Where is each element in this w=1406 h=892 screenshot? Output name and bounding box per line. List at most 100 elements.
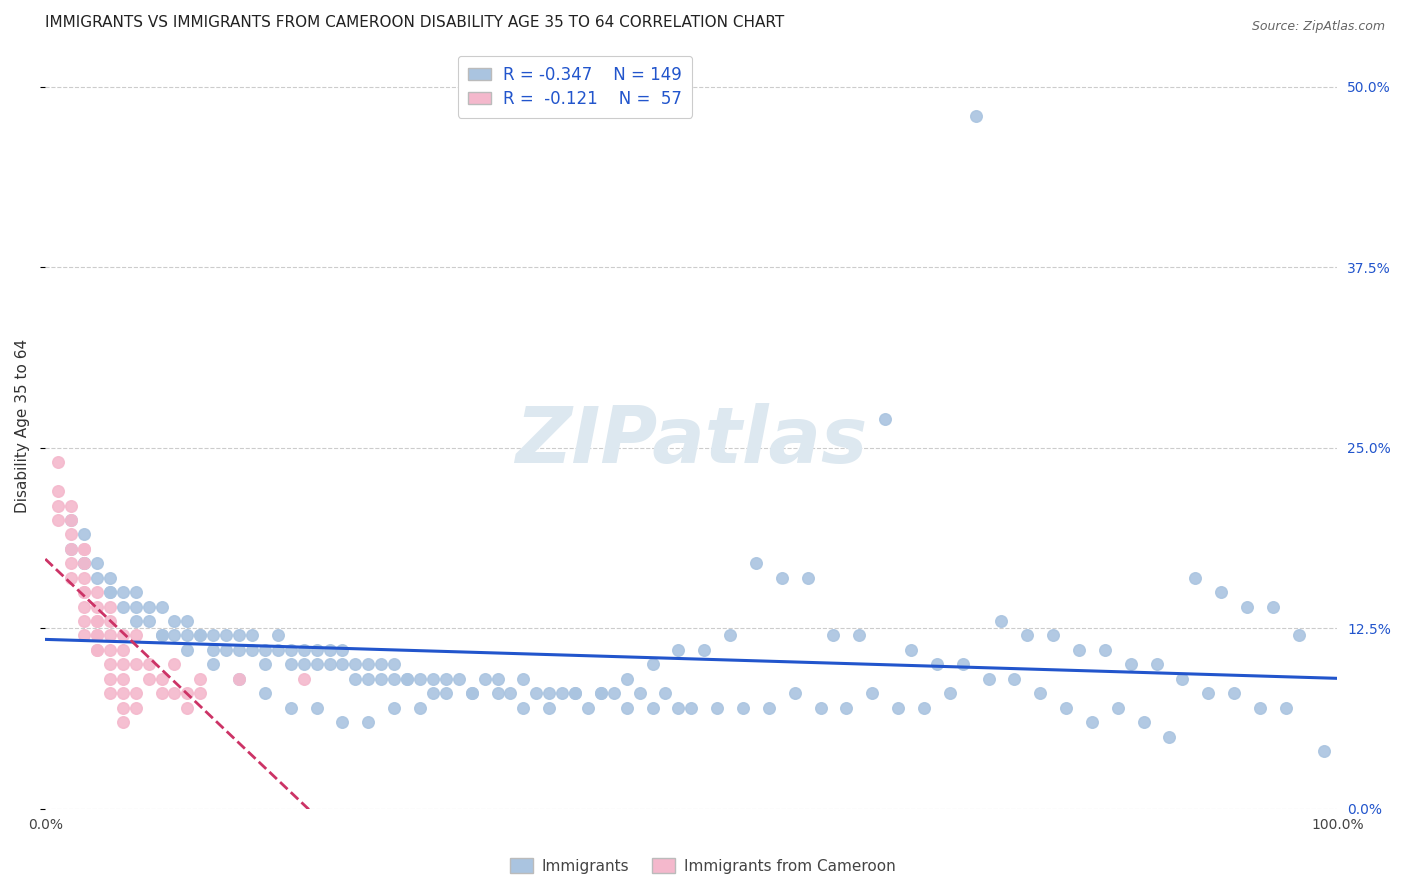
Point bbox=[73, 571, 96, 585]
Point bbox=[887, 700, 910, 714]
Point bbox=[98, 614, 121, 628]
Point bbox=[86, 628, 108, 642]
Point bbox=[73, 614, 96, 628]
Point bbox=[1249, 700, 1271, 714]
Point bbox=[564, 686, 586, 700]
Point bbox=[810, 700, 832, 714]
Point bbox=[409, 700, 432, 714]
Point bbox=[551, 686, 574, 700]
Point bbox=[98, 686, 121, 700]
Point bbox=[292, 657, 315, 672]
Point bbox=[98, 643, 121, 657]
Point bbox=[318, 643, 340, 657]
Y-axis label: Disability Age 35 to 64: Disability Age 35 to 64 bbox=[15, 339, 30, 513]
Point bbox=[332, 657, 354, 672]
Point bbox=[73, 541, 96, 556]
Point bbox=[125, 599, 148, 614]
Point bbox=[422, 672, 444, 686]
Point bbox=[486, 672, 509, 686]
Point bbox=[176, 700, 198, 714]
Point bbox=[111, 672, 134, 686]
Point bbox=[98, 585, 121, 599]
Point bbox=[860, 686, 883, 700]
Point bbox=[681, 700, 703, 714]
Point bbox=[564, 686, 586, 700]
Point bbox=[280, 657, 302, 672]
Point bbox=[486, 686, 509, 700]
Point bbox=[253, 643, 276, 657]
Point bbox=[150, 672, 173, 686]
Point bbox=[176, 628, 198, 642]
Point bbox=[1184, 571, 1206, 585]
Point bbox=[1313, 744, 1336, 758]
Point bbox=[925, 657, 948, 672]
Point bbox=[409, 672, 432, 686]
Point bbox=[1067, 643, 1090, 657]
Point bbox=[589, 686, 612, 700]
Point bbox=[253, 686, 276, 700]
Point bbox=[240, 628, 263, 642]
Point bbox=[86, 599, 108, 614]
Point bbox=[305, 700, 328, 714]
Point bbox=[86, 614, 108, 628]
Point bbox=[900, 643, 922, 657]
Point bbox=[1146, 657, 1168, 672]
Point bbox=[693, 643, 716, 657]
Legend: Immigrants, Immigrants from Cameroon: Immigrants, Immigrants from Cameroon bbox=[503, 852, 903, 880]
Point bbox=[434, 672, 457, 686]
Point bbox=[1029, 686, 1052, 700]
Point bbox=[98, 585, 121, 599]
Point bbox=[1107, 700, 1129, 714]
Point bbox=[1274, 700, 1296, 714]
Point bbox=[111, 700, 134, 714]
Point bbox=[305, 643, 328, 657]
Point bbox=[163, 657, 186, 672]
Point bbox=[86, 643, 108, 657]
Point bbox=[86, 628, 108, 642]
Point bbox=[382, 700, 405, 714]
Point bbox=[60, 499, 83, 513]
Point bbox=[240, 643, 263, 657]
Point bbox=[150, 628, 173, 642]
Point bbox=[654, 686, 676, 700]
Point bbox=[796, 571, 818, 585]
Point bbox=[422, 686, 444, 700]
Point bbox=[98, 599, 121, 614]
Legend: R = -0.347    N = 149, R =  -0.121    N =  57: R = -0.347 N = 149, R = -0.121 N = 57 bbox=[458, 56, 692, 118]
Point bbox=[125, 585, 148, 599]
Point bbox=[73, 556, 96, 570]
Point bbox=[382, 672, 405, 686]
Point bbox=[1094, 643, 1116, 657]
Point bbox=[370, 672, 392, 686]
Point bbox=[1261, 599, 1284, 614]
Point bbox=[603, 686, 626, 700]
Point bbox=[60, 571, 83, 585]
Point bbox=[176, 614, 198, 628]
Point bbox=[111, 585, 134, 599]
Point bbox=[188, 686, 211, 700]
Point bbox=[46, 513, 69, 527]
Point bbox=[952, 657, 974, 672]
Point bbox=[292, 672, 315, 686]
Point bbox=[370, 657, 392, 672]
Point bbox=[60, 541, 83, 556]
Point bbox=[706, 700, 728, 714]
Point bbox=[138, 599, 160, 614]
Point bbox=[460, 686, 482, 700]
Point bbox=[125, 628, 148, 642]
Point bbox=[60, 527, 83, 541]
Point bbox=[434, 686, 457, 700]
Point bbox=[98, 672, 121, 686]
Point bbox=[1042, 628, 1064, 642]
Point bbox=[73, 628, 96, 642]
Point bbox=[1081, 714, 1104, 729]
Point bbox=[202, 657, 225, 672]
Point bbox=[188, 628, 211, 642]
Point bbox=[474, 672, 496, 686]
Point bbox=[382, 657, 405, 672]
Point bbox=[668, 643, 690, 657]
Point bbox=[150, 686, 173, 700]
Point bbox=[1054, 700, 1077, 714]
Point bbox=[73, 599, 96, 614]
Point bbox=[990, 614, 1012, 628]
